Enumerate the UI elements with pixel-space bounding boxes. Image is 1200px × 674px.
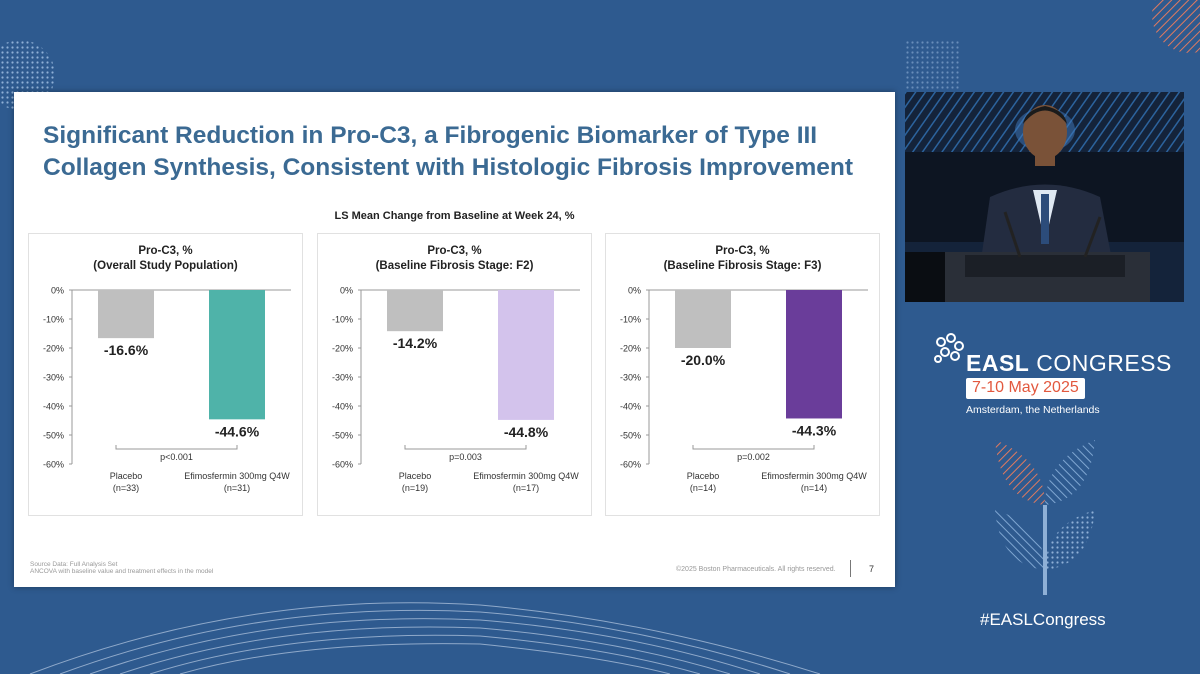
data-label: -14.2% xyxy=(393,335,438,351)
x-category-label: Efimosfermin 300mg Q4W xyxy=(473,471,579,481)
x-category-label: Placebo xyxy=(110,471,143,481)
y-tick-label: 0% xyxy=(340,286,353,296)
data-label: -16.6% xyxy=(104,342,149,358)
chart-subtitle: (Baseline Fibrosis Stage: F2) xyxy=(376,260,534,272)
y-tick-label: -30% xyxy=(620,373,641,383)
copyright-text: ©2025 Boston Pharmaceuticals. All rights… xyxy=(676,566,836,573)
chart-panel-overall: Pro-C3, % (Overall Study Population) 0% -10… xyxy=(28,233,303,516)
source-note-line-1: Source Data: Full Analysis Set xyxy=(30,561,118,568)
x-category-label: Placebo xyxy=(687,471,720,481)
bar-chart: Pro-C3, % (Overall Study Population) 0% -10… xyxy=(43,245,291,493)
y-tick-label: -40% xyxy=(620,402,641,412)
chart-title: Pro-C3, % xyxy=(427,245,481,257)
chart-title: Pro-C3, % xyxy=(138,245,192,257)
y-tick-label: -60% xyxy=(332,460,353,470)
x-category-label: Efimosfermin 300mg Q4W xyxy=(761,471,867,481)
congress-location: Amsterdam, the Netherlands xyxy=(966,404,1100,416)
significance-bracket xyxy=(404,445,527,450)
y-tick-label: -50% xyxy=(332,431,353,441)
x-category-n: (n=14) xyxy=(801,483,827,493)
y-tick-label: -30% xyxy=(43,373,64,383)
chart-panel-f2: Pro-C3, % (Baseline Fibrosis Stage: F2) 0%… xyxy=(317,233,592,516)
congress-name-rest: CONGRESS xyxy=(1029,350,1172,376)
x-category-label: Efimosfermin 300mg Q4W xyxy=(184,471,290,481)
p-value-label: p<0.001 xyxy=(160,452,193,462)
y-tick-label: -60% xyxy=(43,460,64,470)
x-category-n: (n=31) xyxy=(224,483,250,493)
chart-subtitle: (Overall Study Population) xyxy=(93,260,238,272)
y-tick-label: -40% xyxy=(43,402,64,412)
bar-efimosfermin xyxy=(498,290,554,420)
slide-title-line-1: Significant Reduction in Pro-C3, a Fibro… xyxy=(43,122,818,149)
speaker-video-scene xyxy=(905,92,1184,302)
y-tick-label: -20% xyxy=(43,344,64,354)
bar-placebo xyxy=(98,290,154,339)
congress-dates: 7-10 May 2025 xyxy=(966,378,1085,399)
y-tick-label: -10% xyxy=(332,315,353,325)
congress-logo-icon xyxy=(934,333,964,363)
bar-efimosfermin xyxy=(209,290,265,420)
bar-efimosfermin xyxy=(786,290,842,419)
p-value-label: p=0.003 xyxy=(449,452,482,462)
significance-bracket xyxy=(692,445,815,450)
x-category-n: (n=33) xyxy=(113,483,139,493)
congress-name: EASL CONGRESS xyxy=(966,350,1172,377)
slide-title: Significant Reduction in Pro-C3, a Fibro… xyxy=(43,120,863,184)
chart-title: Pro-C3, % xyxy=(715,245,769,257)
bar-placebo xyxy=(675,290,731,348)
y-tick-label: -40% xyxy=(332,402,353,412)
data-label: -44.6% xyxy=(215,423,260,439)
x-category-n: (n=17) xyxy=(513,483,539,493)
x-category-n: (n=19) xyxy=(402,483,428,493)
bar-chart: Pro-C3, % (Baseline Fibrosis Stage: F3) 0%… xyxy=(620,245,868,493)
y-tick-label: -10% xyxy=(620,315,641,325)
data-label: -20.0% xyxy=(681,352,726,368)
chart-subtitle: LS Mean Change from Baseline at Week 24,… xyxy=(334,210,575,222)
y-tick-label: -50% xyxy=(43,431,64,441)
congress-hashtag: #EASLCongress xyxy=(980,610,1106,629)
y-tick-label: 0% xyxy=(51,286,64,296)
source-note: Source Data: Full Analysis Set ANCOVA wi… xyxy=(30,561,213,575)
x-category-label: Placebo xyxy=(399,471,432,481)
p-value-label: p=0.002 xyxy=(737,452,770,462)
bar-chart: Pro-C3, % (Baseline Fibrosis Stage: F2) 0%… xyxy=(332,245,580,493)
bar-placebo xyxy=(387,290,443,332)
speaker-video xyxy=(905,92,1184,302)
significance-bracket xyxy=(115,445,238,450)
data-label: -44.3% xyxy=(792,422,837,438)
slide-title-line-2: Collagen Synthesis, Consistent with Hist… xyxy=(43,154,853,181)
source-note-line-2: ANCOVA with baseline value and treatment… xyxy=(30,568,214,575)
congress-name-bold: EASL xyxy=(966,350,1030,376)
y-tick-label: 0% xyxy=(628,286,641,296)
data-label: -44.8% xyxy=(504,424,549,440)
y-tick-label: -60% xyxy=(620,460,641,470)
y-tick-label: -10% xyxy=(43,315,64,325)
page-number: 7 xyxy=(869,564,875,574)
chart-subtitle: (Baseline Fibrosis Stage: F3) xyxy=(664,260,822,272)
y-tick-label: -30% xyxy=(332,373,353,383)
y-tick-label: -20% xyxy=(332,344,353,354)
footer-divider xyxy=(850,560,851,577)
y-tick-label: -20% xyxy=(620,344,641,354)
presentation-slide: Significant Reduction in Pro-C3, a Fibro… xyxy=(14,92,895,587)
y-tick-label: -50% xyxy=(620,431,641,441)
x-category-n: (n=14) xyxy=(690,483,716,493)
chart-panel-f3: Pro-C3, % (Baseline Fibrosis Stage: F3) 0%… xyxy=(605,233,880,516)
